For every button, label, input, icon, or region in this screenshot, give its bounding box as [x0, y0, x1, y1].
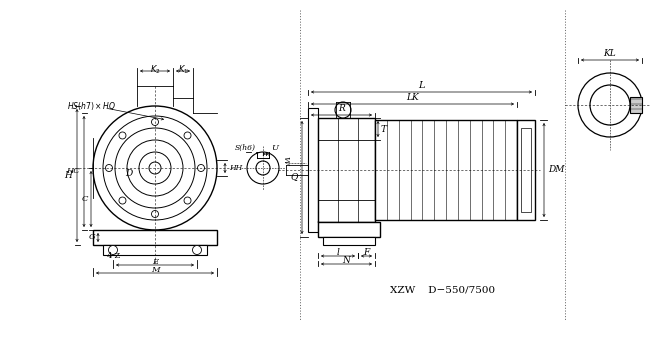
Circle shape — [184, 132, 191, 139]
Text: E: E — [152, 258, 158, 266]
Text: T: T — [381, 124, 387, 134]
Circle shape — [184, 197, 191, 204]
Text: Q: Q — [291, 172, 298, 182]
Text: W: W — [281, 156, 289, 164]
Text: KL: KL — [604, 49, 616, 58]
Bar — [93, 230, 217, 245]
Text: S(h6): S(h6) — [235, 144, 256, 152]
Text: XZW    D−550/7500: XZW D−550/7500 — [390, 286, 495, 294]
Circle shape — [151, 210, 159, 218]
Circle shape — [335, 102, 351, 118]
Circle shape — [109, 245, 118, 255]
Circle shape — [127, 140, 183, 196]
Bar — [521, 128, 531, 212]
Circle shape — [198, 165, 205, 171]
Text: M: M — [151, 266, 159, 274]
Text: H: H — [64, 170, 72, 180]
Text: LK: LK — [406, 93, 419, 102]
Text: C: C — [82, 195, 88, 203]
Text: N: N — [343, 256, 350, 265]
Bar — [103, 245, 207, 255]
Text: $K_1$: $K_1$ — [177, 64, 188, 76]
Text: D: D — [125, 169, 133, 177]
Circle shape — [93, 106, 217, 230]
Circle shape — [151, 119, 159, 125]
Text: l: l — [337, 248, 339, 257]
Bar — [630, 97, 642, 113]
Text: F: F — [363, 248, 370, 257]
Bar — [375, 120, 517, 220]
Bar — [323, 237, 375, 245]
Circle shape — [256, 161, 270, 175]
Text: G: G — [89, 233, 96, 241]
Text: U: U — [272, 144, 278, 152]
Text: R: R — [338, 104, 345, 113]
Text: $K_2$: $K_2$ — [150, 64, 161, 76]
Circle shape — [578, 73, 642, 137]
Bar — [517, 120, 535, 220]
Text: HC: HC — [66, 167, 80, 175]
Circle shape — [343, 225, 353, 235]
Circle shape — [119, 197, 126, 204]
Circle shape — [139, 152, 171, 184]
Bar — [342, 222, 354, 230]
Circle shape — [115, 128, 195, 208]
Bar — [308, 108, 318, 232]
Circle shape — [590, 85, 630, 125]
Circle shape — [119, 132, 126, 139]
Circle shape — [192, 245, 202, 255]
Bar — [318, 118, 375, 222]
Text: DM: DM — [548, 166, 564, 174]
Circle shape — [247, 152, 279, 184]
Bar — [318, 222, 380, 237]
Circle shape — [105, 165, 112, 171]
Circle shape — [149, 162, 161, 174]
Text: L: L — [418, 81, 424, 90]
Text: 4-Z: 4-Z — [107, 252, 122, 260]
Text: HH: HH — [229, 164, 242, 172]
Text: $HS(h7)\times HQ$: $HS(h7)\times HQ$ — [67, 100, 116, 112]
Circle shape — [103, 116, 207, 220]
